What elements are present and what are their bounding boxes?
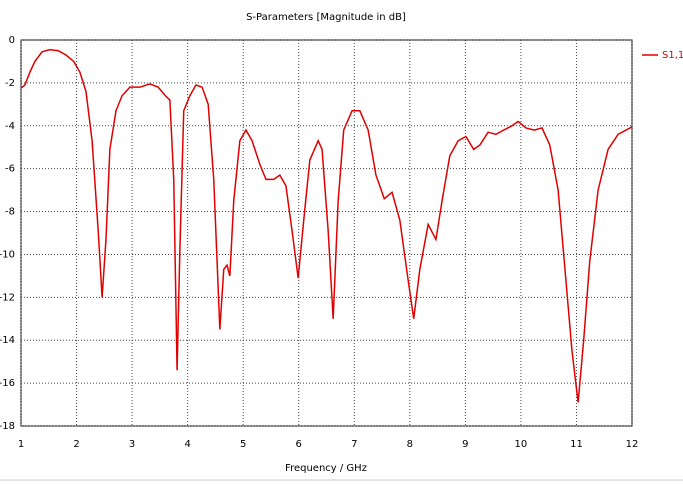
x-tick-label: 7 — [351, 439, 357, 450]
x-tick-label: 2 — [73, 439, 79, 450]
y-tick-label: -14 — [0, 335, 15, 346]
x-tick-label: 10 — [515, 439, 528, 450]
y-tick-label: -10 — [0, 249, 15, 260]
x-tick-label: 12 — [626, 439, 639, 450]
legend-label: S1,1 — [662, 50, 683, 61]
y-tick-label: -4 — [5, 121, 15, 132]
x-tick-label: 8 — [407, 439, 413, 450]
x-tick-label: 1 — [18, 439, 24, 450]
y-tick-label: 0 — [9, 35, 15, 46]
y-tick-label: -12 — [0, 292, 15, 303]
y-tick-label: -8 — [5, 207, 15, 218]
x-tick-label: 9 — [462, 439, 468, 450]
y-tick-label: -18 — [0, 421, 15, 432]
x-axis-label: Frequency / GHz — [285, 463, 367, 474]
y-tick-label: -2 — [5, 78, 15, 89]
x-tick-label: 6 — [296, 439, 302, 450]
x-tick-label: 5 — [240, 439, 246, 450]
series-line — [20, 48, 633, 403]
x-tick-label: 4 — [184, 439, 190, 450]
y-tick-label: -6 — [5, 164, 15, 175]
chart-title: S-Parameters [Magnitude in dB] — [246, 12, 406, 23]
x-tick-label: 11 — [570, 439, 583, 450]
y-tick-label: -16 — [0, 378, 15, 389]
x-tick-label: 3 — [129, 439, 135, 450]
